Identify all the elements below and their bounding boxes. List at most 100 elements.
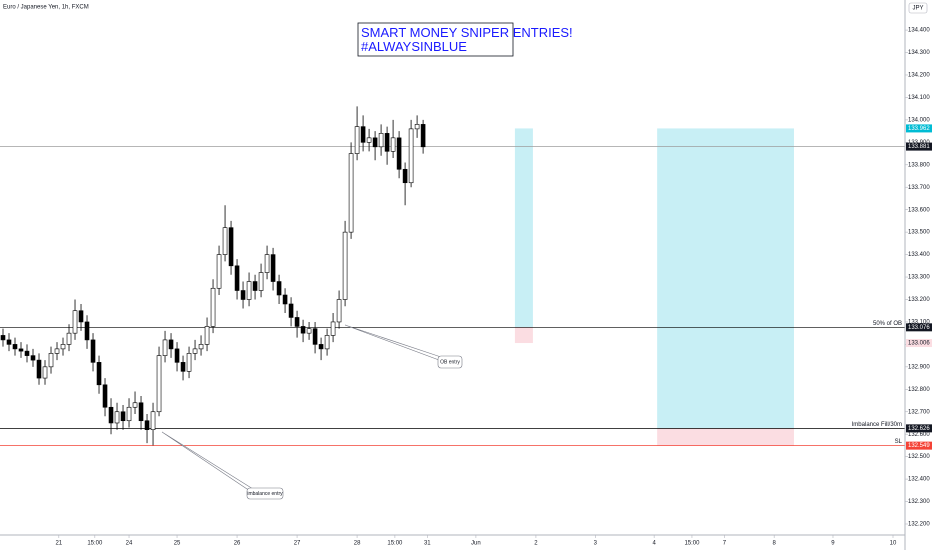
banner-box [357, 22, 514, 57]
x-tick-label: 15:00 [387, 541, 403, 547]
x-tick-label: 31 [424, 541, 431, 547]
y-tick-label: 134.200 [908, 73, 930, 79]
candle-body [84, 321, 90, 341]
candle-body [342, 231, 348, 300]
candle-body [174, 348, 180, 363]
candle-body [288, 303, 294, 318]
candle-body [120, 411, 126, 422]
x-tick-label: 26 [234, 541, 241, 547]
candle-body [324, 335, 330, 350]
candle-body [168, 339, 174, 350]
candle-body [270, 254, 276, 282]
y-tick-label: 133.300 [908, 275, 930, 281]
candle-body [204, 326, 210, 345]
candle-body [408, 128, 414, 184]
candle-body [240, 290, 246, 300]
candle-body [330, 321, 336, 336]
x-tick-label: 2 [534, 541, 538, 547]
price-label: 133.006 [908, 341, 930, 347]
y-tick-label: 133.700 [908, 185, 930, 191]
y-tick-label: 134.400 [908, 28, 930, 34]
candle-body [12, 344, 18, 350]
y-tick-label: 132.400 [908, 477, 930, 483]
price-label: 132.549 [908, 443, 930, 449]
y-tick-label: 134.000 [908, 117, 930, 123]
x-tick-label: Jun [471, 541, 481, 547]
banner-line: SMART MONEY SNIPER ENTRIES! [361, 25, 573, 40]
profit-zone [657, 128, 794, 429]
x-tick-label: 28 [354, 541, 361, 547]
candle-body [42, 366, 48, 379]
candle-body [312, 328, 318, 345]
candle-body [246, 281, 252, 300]
y-tick-label: 132.200 [908, 522, 930, 528]
x-tick-label: 25 [174, 541, 181, 547]
price-label: 133.076 [908, 325, 930, 331]
candle-body [156, 355, 162, 413]
candle-body [372, 137, 378, 148]
profit-zone [514, 128, 533, 328]
candle-body [402, 168, 408, 184]
candle-body [114, 411, 120, 424]
y-tick-label: 132.500 [908, 454, 930, 460]
candle-body [252, 281, 258, 291]
candle-body [66, 332, 72, 345]
candle-body [78, 310, 84, 323]
candle-body [138, 402, 144, 422]
candle-body [126, 406, 132, 422]
candle-body [264, 254, 270, 273]
price-label-bg [906, 424, 932, 433]
candle-body [420, 124, 426, 148]
y-tick-label: 133.100 [908, 320, 930, 326]
loss-zone [657, 428, 794, 446]
candle-body [18, 348, 24, 352]
x-tick-label: 4 [652, 541, 656, 547]
candle-body [0, 335, 6, 341]
price-label-bg [906, 339, 932, 348]
candle-body [210, 287, 216, 327]
candle-body [60, 344, 66, 350]
candle-body [180, 362, 186, 372]
candle-body [30, 355, 36, 361]
y-tick-label: 132.800 [908, 387, 930, 393]
candle-body [90, 339, 96, 363]
y-tick-label: 133.500 [908, 230, 930, 236]
candle-body [150, 411, 156, 431]
x-tick-label: 21 [55, 541, 62, 547]
loss-zone [514, 327, 533, 344]
candle-body [300, 326, 306, 334]
candle-body [96, 362, 102, 386]
candle-body [54, 348, 60, 354]
x-tick-label: 3 [594, 541, 598, 547]
currency-box [908, 2, 928, 14]
candle-body [6, 339, 12, 345]
price-label-bg [906, 124, 932, 133]
banner-line: #ALWAYSINBLUE [361, 39, 467, 54]
x-tick-label: 24 [126, 541, 133, 547]
price-label-bg [906, 441, 932, 450]
candle-body [36, 359, 42, 379]
y-tick-label: 133.400 [908, 252, 930, 258]
candle-body [276, 281, 282, 296]
candle-body [198, 344, 204, 350]
callout-text: OB entry [440, 359, 460, 365]
candle-body [108, 406, 114, 424]
candle-body [366, 137, 372, 143]
candle-body [24, 350, 30, 356]
y-tick-label: 134.100 [908, 95, 930, 101]
candle-body [222, 227, 228, 255]
x-tick-label: 15:00 [684, 541, 700, 547]
candle-body [234, 265, 240, 291]
candle-body [360, 126, 366, 143]
price-label: 133.962 [908, 126, 930, 132]
candle-body [354, 126, 360, 154]
callout-box [437, 355, 463, 369]
candle-body [390, 137, 396, 152]
level-label: 50% of OB [873, 321, 902, 327]
candle-body [414, 124, 420, 130]
y-tick-label: 132.900 [908, 364, 930, 370]
candle-body [228, 227, 234, 267]
y-tick-label: 132.700 [908, 409, 930, 415]
y-tick-label: 133.800 [908, 162, 930, 168]
